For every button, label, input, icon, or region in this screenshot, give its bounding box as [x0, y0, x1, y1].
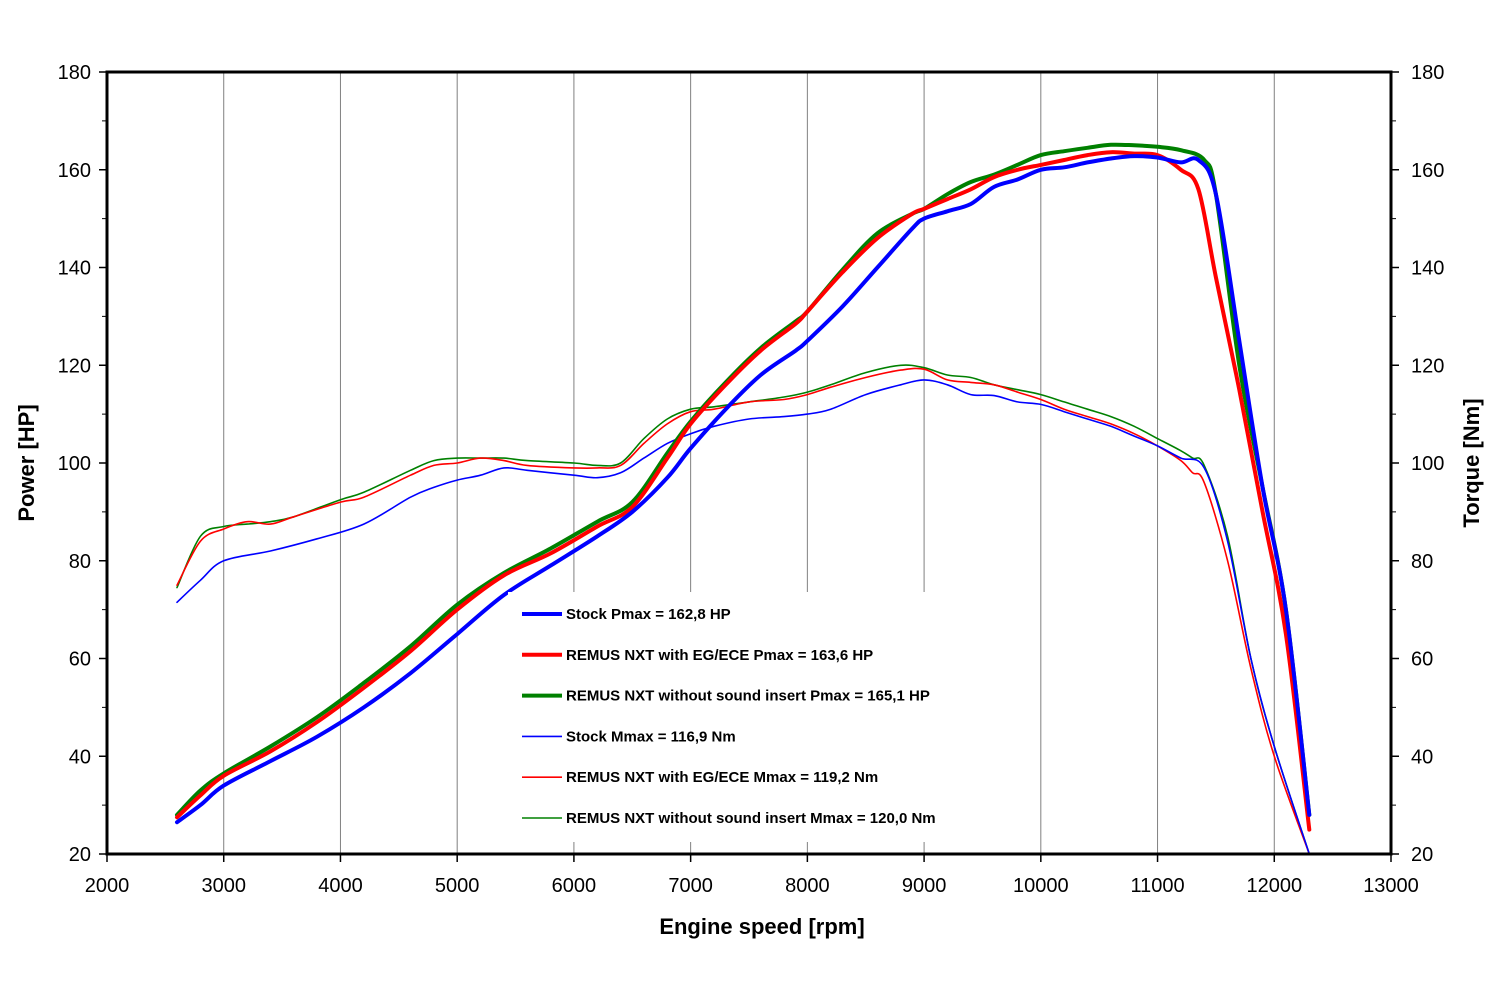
y-tick-label-torque: 60 — [1411, 649, 1433, 671]
x-tick-label: 3000 — [201, 875, 246, 897]
legend-label-2: REMUS NXT with EG/ECE Pmax = 163,6 HP — [566, 647, 873, 664]
y-tick-label-torque: 20 — [1411, 844, 1433, 866]
series-layer — [175, 142, 1312, 855]
y-tick-label-torque: 40 — [1411, 746, 1433, 768]
x-tick-label: 9000 — [902, 875, 947, 897]
y-axis-title-torque: Torque [Nm] — [1459, 398, 1484, 527]
y-tick-label-torque: 80 — [1411, 551, 1433, 573]
x-tick-label: 7000 — [668, 875, 713, 897]
y-tick-label-torque: 100 — [1411, 453, 1444, 475]
y-tick-label-power: 20 — [69, 844, 91, 866]
legend-label-1: Stock Pmax = 162,8 HP — [566, 606, 731, 623]
y-tick-label-power: 140 — [58, 258, 91, 280]
x-tick-label: 12000 — [1246, 875, 1302, 897]
x-axis-title: Engine speed [rpm] — [659, 914, 864, 939]
y-tick-label-power: 100 — [58, 453, 91, 475]
x-tick-label: 2000 — [85, 875, 130, 897]
legend-label-6: REMUS NXT without sound insert Mmax = 12… — [566, 810, 936, 827]
y-tick-label-torque: 120 — [1411, 355, 1444, 377]
axis-ticks — [99, 71, 1399, 862]
series-line-4 — [176, 379, 1311, 855]
y-tick-label-power: 180 — [58, 62, 91, 84]
x-tick-label: 6000 — [552, 875, 597, 897]
x-tick-label: 10000 — [1013, 875, 1069, 897]
legend-label-3: REMUS NXT without sound insert Pmax = 16… — [566, 688, 930, 705]
legend-background — [508, 592, 998, 842]
series-line-1 — [175, 154, 1312, 825]
legend-label-4: Stock Mmax = 116,9 Nm — [566, 728, 736, 745]
series-line-6 — [176, 364, 1311, 855]
y-tick-label-power: 60 — [69, 649, 91, 671]
series-line-2 — [175, 150, 1312, 832]
y-tick-label-torque: 160 — [1411, 160, 1444, 182]
y-tick-label-torque: 180 — [1411, 62, 1444, 84]
x-tick-label: 5000 — [435, 875, 480, 897]
legend-label-5: REMUS NXT with EG/ECE Mmax = 119,2 Nm — [566, 769, 878, 786]
x-tick-label: 4000 — [318, 875, 363, 897]
y-axis-title-power: Power [HP] — [14, 404, 39, 521]
y-tick-label-power: 120 — [58, 355, 91, 377]
y-tick-label-torque: 140 — [1411, 258, 1444, 280]
tick-labels: 2000 3000 4000 5000 6000 7000 8000 9000 10000 110… — [58, 62, 1445, 897]
x-tick-label: 13000 — [1363, 875, 1419, 897]
legend: Stock Pmax = 162,8 HP REMUS NXT with EG/E… — [508, 592, 998, 842]
grid-lines — [223, 72, 1275, 854]
y-tick-label-power: 40 — [69, 746, 91, 768]
x-tick-label: 11000 — [1130, 875, 1184, 897]
y-tick-label-power: 160 — [58, 160, 91, 182]
x-tick-label: 8000 — [785, 875, 830, 897]
y-tick-label-power: 80 — [69, 551, 91, 573]
